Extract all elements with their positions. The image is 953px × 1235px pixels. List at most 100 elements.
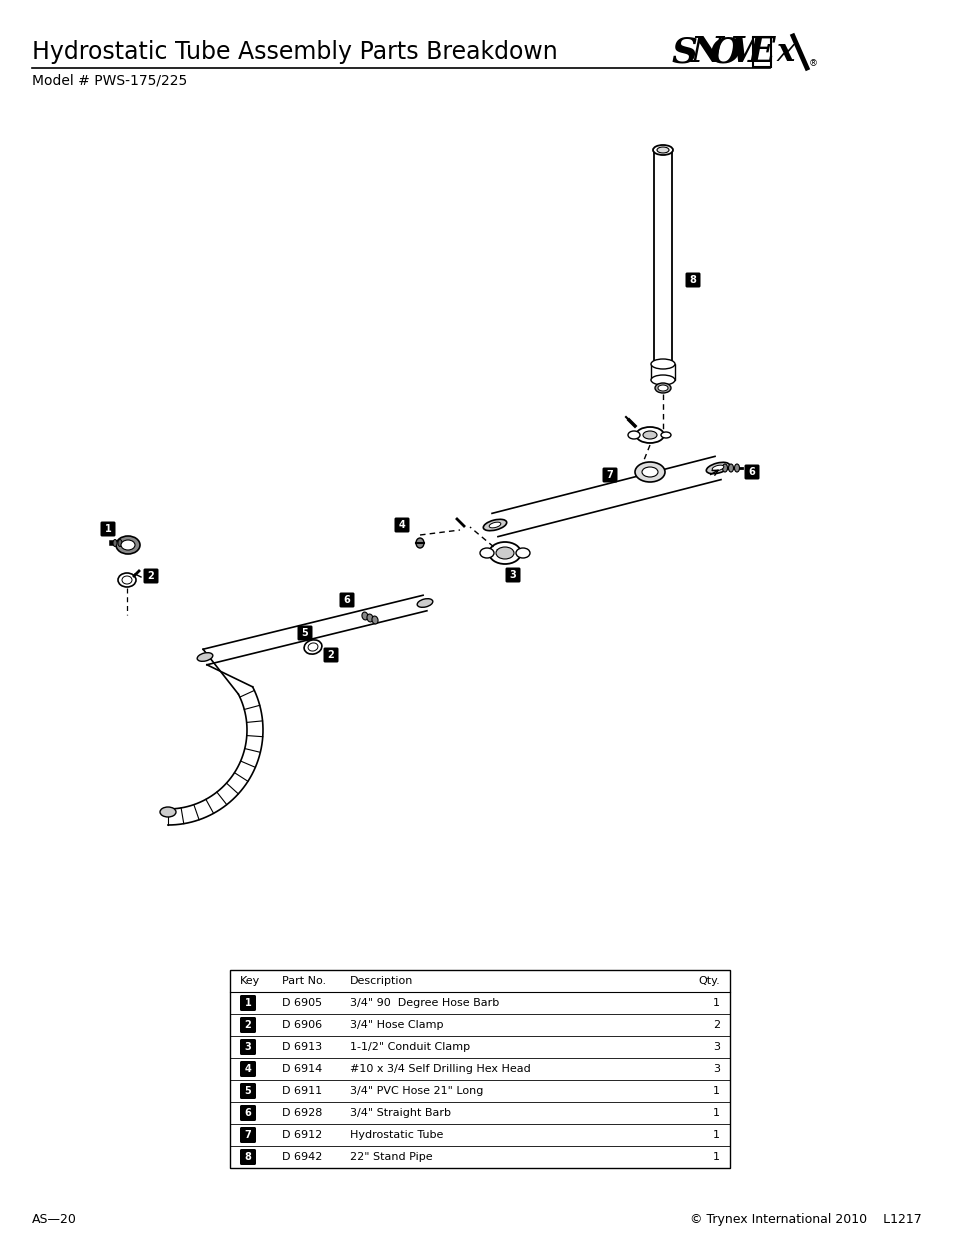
FancyBboxPatch shape bbox=[100, 521, 115, 536]
Ellipse shape bbox=[721, 464, 727, 472]
FancyBboxPatch shape bbox=[240, 1149, 255, 1165]
Ellipse shape bbox=[116, 536, 140, 555]
Ellipse shape bbox=[496, 547, 514, 559]
FancyBboxPatch shape bbox=[143, 568, 158, 583]
Text: D 6911: D 6911 bbox=[282, 1086, 322, 1095]
Text: AS—20: AS—20 bbox=[32, 1214, 77, 1226]
Ellipse shape bbox=[121, 540, 135, 550]
Text: Hydrostatic Tube Assembly Parts Breakdown: Hydrostatic Tube Assembly Parts Breakdow… bbox=[32, 40, 558, 64]
Text: 1: 1 bbox=[712, 1108, 720, 1118]
Text: 2: 2 bbox=[712, 1020, 720, 1030]
Ellipse shape bbox=[118, 573, 136, 587]
Ellipse shape bbox=[635, 462, 664, 482]
Ellipse shape bbox=[728, 464, 733, 472]
Text: 1: 1 bbox=[712, 1130, 720, 1140]
Text: 7: 7 bbox=[244, 1130, 251, 1140]
Text: 1: 1 bbox=[105, 524, 112, 534]
FancyBboxPatch shape bbox=[297, 625, 313, 641]
Ellipse shape bbox=[361, 613, 368, 620]
Text: 5: 5 bbox=[244, 1086, 251, 1095]
Text: D 6913: D 6913 bbox=[282, 1042, 322, 1052]
FancyBboxPatch shape bbox=[240, 1016, 255, 1032]
Text: 3: 3 bbox=[712, 1042, 720, 1052]
Ellipse shape bbox=[489, 522, 500, 527]
FancyBboxPatch shape bbox=[240, 1083, 255, 1099]
Ellipse shape bbox=[367, 614, 373, 622]
Ellipse shape bbox=[657, 147, 668, 153]
Ellipse shape bbox=[372, 616, 377, 624]
Ellipse shape bbox=[655, 383, 670, 393]
Ellipse shape bbox=[641, 467, 658, 477]
Text: 5: 5 bbox=[301, 629, 308, 638]
Ellipse shape bbox=[122, 576, 132, 584]
Text: 6: 6 bbox=[343, 595, 350, 605]
Ellipse shape bbox=[516, 548, 530, 558]
Text: 2: 2 bbox=[244, 1020, 251, 1030]
Text: 1-1/2" Conduit Clamp: 1-1/2" Conduit Clamp bbox=[350, 1042, 470, 1052]
Text: S: S bbox=[671, 35, 698, 69]
FancyBboxPatch shape bbox=[240, 1061, 255, 1077]
Ellipse shape bbox=[660, 432, 670, 438]
Text: Part No.: Part No. bbox=[282, 976, 326, 986]
Text: D 6906: D 6906 bbox=[282, 1020, 322, 1030]
Text: #10 x 3/4 Self Drilling Hex Head: #10 x 3/4 Self Drilling Hex Head bbox=[350, 1065, 530, 1074]
FancyBboxPatch shape bbox=[240, 1039, 255, 1055]
Text: 3/4" Hose Clamp: 3/4" Hose Clamp bbox=[350, 1020, 443, 1030]
FancyBboxPatch shape bbox=[240, 995, 255, 1011]
Ellipse shape bbox=[160, 806, 175, 818]
Text: Model # PWS-175/225: Model # PWS-175/225 bbox=[32, 73, 187, 86]
FancyBboxPatch shape bbox=[602, 468, 617, 483]
Bar bbox=[752, 37, 770, 67]
Text: Qty.: Qty. bbox=[698, 976, 720, 986]
Ellipse shape bbox=[650, 375, 675, 385]
Text: 1: 1 bbox=[712, 998, 720, 1008]
Text: Description: Description bbox=[350, 976, 413, 986]
Ellipse shape bbox=[705, 462, 729, 474]
Text: 4: 4 bbox=[244, 1065, 251, 1074]
Text: 22" Stand Pipe: 22" Stand Pipe bbox=[350, 1152, 432, 1162]
Ellipse shape bbox=[627, 431, 639, 438]
Text: 3/4" 90  Degree Hose Barb: 3/4" 90 Degree Hose Barb bbox=[350, 998, 498, 1008]
Text: 2: 2 bbox=[327, 650, 334, 659]
Ellipse shape bbox=[197, 652, 213, 661]
FancyBboxPatch shape bbox=[240, 1128, 255, 1144]
Ellipse shape bbox=[658, 385, 667, 391]
Text: x: x bbox=[776, 37, 794, 68]
Text: 1: 1 bbox=[244, 998, 251, 1008]
FancyBboxPatch shape bbox=[395, 517, 409, 532]
Ellipse shape bbox=[112, 540, 117, 547]
Text: 6: 6 bbox=[748, 467, 755, 477]
Ellipse shape bbox=[308, 643, 317, 651]
Text: D 6914: D 6914 bbox=[282, 1065, 322, 1074]
FancyBboxPatch shape bbox=[505, 568, 520, 583]
Text: Key: Key bbox=[240, 976, 260, 986]
Text: D 6942: D 6942 bbox=[282, 1152, 322, 1162]
Text: 8: 8 bbox=[689, 275, 696, 285]
Ellipse shape bbox=[636, 427, 663, 443]
FancyBboxPatch shape bbox=[339, 593, 355, 608]
Ellipse shape bbox=[650, 359, 675, 369]
Text: Hydrostatic Tube: Hydrostatic Tube bbox=[350, 1130, 443, 1140]
Ellipse shape bbox=[416, 538, 423, 548]
Text: 3: 3 bbox=[244, 1042, 251, 1052]
Ellipse shape bbox=[479, 548, 494, 558]
Text: 3/4" Straight Barb: 3/4" Straight Barb bbox=[350, 1108, 451, 1118]
Ellipse shape bbox=[642, 431, 657, 438]
Text: D 6905: D 6905 bbox=[282, 998, 322, 1008]
Ellipse shape bbox=[483, 519, 506, 531]
Ellipse shape bbox=[489, 542, 520, 564]
Text: W: W bbox=[729, 35, 770, 69]
Ellipse shape bbox=[734, 464, 739, 472]
Text: D 6928: D 6928 bbox=[282, 1108, 322, 1118]
Ellipse shape bbox=[416, 599, 433, 608]
Ellipse shape bbox=[652, 144, 672, 156]
Ellipse shape bbox=[118, 540, 122, 547]
Text: 3/4" PVC Hose 21" Long: 3/4" PVC Hose 21" Long bbox=[350, 1086, 483, 1095]
Text: ®: ® bbox=[808, 59, 817, 68]
Text: O: O bbox=[709, 35, 740, 69]
Text: © Trynex International 2010    L1217: © Trynex International 2010 L1217 bbox=[690, 1214, 921, 1226]
Text: 6: 6 bbox=[244, 1108, 251, 1118]
Text: E: E bbox=[747, 35, 775, 69]
Text: 1: 1 bbox=[712, 1086, 720, 1095]
Text: 4: 4 bbox=[398, 520, 405, 530]
